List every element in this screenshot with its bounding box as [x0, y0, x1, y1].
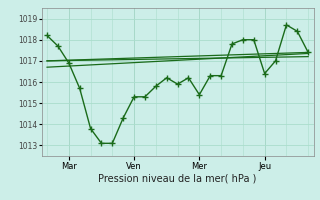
X-axis label: Pression niveau de la mer( hPa ): Pression niveau de la mer( hPa ): [99, 173, 257, 183]
